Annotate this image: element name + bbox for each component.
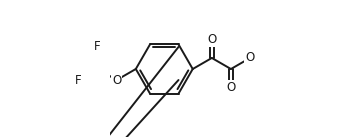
Text: O: O bbox=[245, 51, 255, 64]
Text: F: F bbox=[94, 40, 101, 53]
Text: F: F bbox=[75, 74, 82, 87]
Text: O: O bbox=[112, 74, 121, 87]
Text: O: O bbox=[226, 81, 236, 94]
Text: O: O bbox=[207, 33, 216, 46]
